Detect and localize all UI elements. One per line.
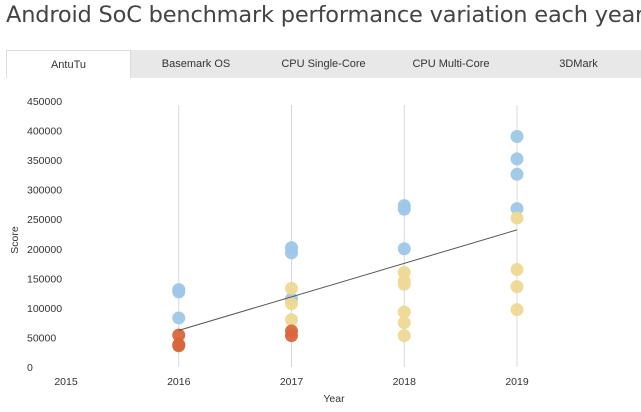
data-point-blue — [397, 242, 411, 256]
y-axis-label: Score — [9, 226, 21, 254]
y-tick-label: 450000 — [27, 96, 62, 108]
data-point-yellow — [285, 313, 298, 327]
x-tick-label: 2016 — [167, 376, 191, 388]
page-title: Android SoC benchmark performance variat… — [6, 2, 641, 28]
data-point-yellow — [397, 316, 411, 330]
benchmark-tab-bar: AntuTu Basemark OS CPU Single-Core CPU M… — [6, 50, 641, 78]
tab-cpu-multi-core[interactable]: CPU Multi-Core — [412, 58, 490, 70]
x-axis-ticks: 2015 2016 2017 2018 2019 — [54, 376, 529, 388]
data-point-yellow — [510, 211, 524, 225]
data-point-yellow — [397, 277, 411, 291]
data-point-yellow — [397, 305, 411, 319]
data-point-blue — [397, 202, 411, 216]
y-axis-ticks: 0 50000 100000 150000 200000 250000 300000 3500… — [27, 96, 62, 374]
tab-basemark-os[interactable]: Basemark OS — [161, 58, 231, 70]
data-point-blue — [510, 167, 524, 181]
grid-lines — [178, 105, 518, 367]
tab-3dmark[interactable]: 3DMark — [559, 58, 598, 70]
data-point-yellow — [510, 280, 524, 294]
data-point-orange — [285, 329, 298, 343]
y-tick-label: 150000 — [27, 273, 62, 285]
y-tick-label: 0 — [27, 362, 33, 374]
data-point-blue — [172, 311, 186, 325]
tab-cpu-single-core[interactable]: CPU Single-Core — [281, 58, 366, 70]
y-tick-label: 200000 — [27, 244, 62, 256]
y-tick-label: 50000 — [27, 332, 56, 344]
y-tick-label: 350000 — [27, 155, 62, 167]
x-tick-label: 2018 — [393, 376, 417, 388]
data-point-yellow — [285, 281, 298, 295]
y-tick-label: 400000 — [27, 126, 62, 138]
y-tick-label: 250000 — [27, 214, 62, 226]
x-tick-label: 2017 — [280, 376, 304, 388]
tab-antutu[interactable]: AntuTu — [6, 50, 131, 78]
data-point-blue — [510, 152, 524, 166]
y-tick-label: 300000 — [27, 185, 62, 197]
data-point-yellow — [285, 297, 298, 311]
data-point-yellow — [510, 303, 524, 317]
trend-line-group — [178, 229, 518, 331]
x-axis-label: Year — [323, 393, 345, 405]
data-points — [172, 129, 524, 353]
x-tick-label: 2019 — [505, 376, 529, 388]
data-point-orange — [172, 328, 186, 342]
trend-line — [178, 229, 518, 331]
data-point-blue — [285, 246, 298, 260]
data-point-orange — [172, 339, 186, 353]
y-tick-label: 100000 — [27, 303, 62, 315]
scatter-chart: 0 50000 100000 150000 200000 250000 300000 3500… — [9, 96, 529, 405]
data-point-blue — [172, 285, 186, 299]
data-point-blue — [510, 129, 524, 143]
data-point-blue — [510, 202, 524, 216]
x-tick-label: 2015 — [54, 376, 78, 388]
data-point-yellow — [510, 262, 524, 276]
data-point-yellow — [397, 329, 411, 343]
